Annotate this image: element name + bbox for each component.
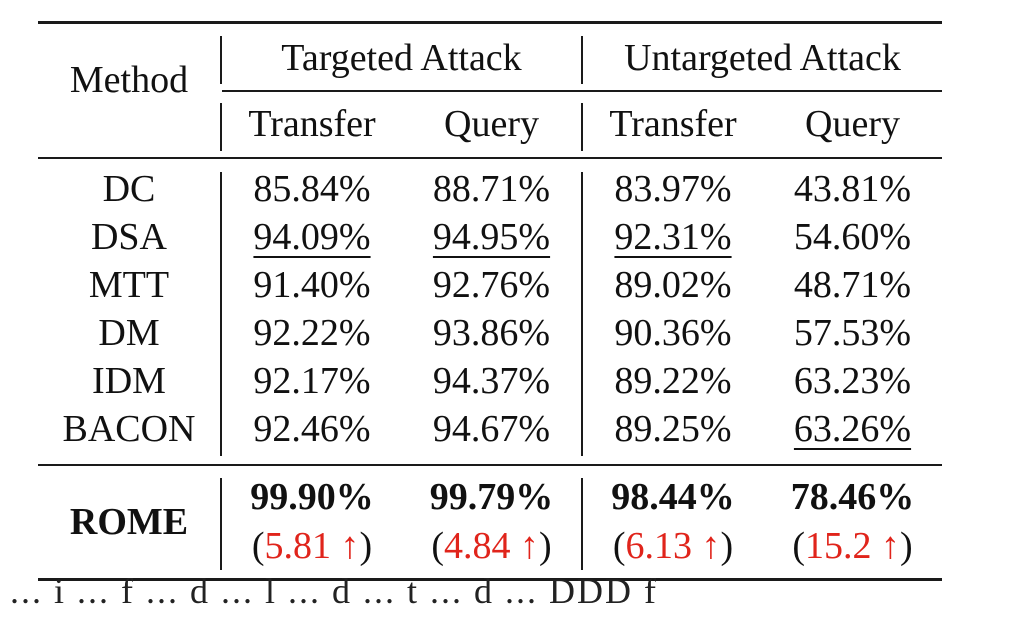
table-cell: 88.71% (402, 165, 581, 213)
improvement: (5.81 ↑) (222, 522, 402, 570)
row-method: DC (38, 165, 220, 213)
table-cell: 83.97% (583, 165, 763, 213)
header-group-targeted: Targeted Attack (222, 34, 581, 82)
improvement-value: 15.2 ↑ (805, 525, 900, 567)
row-method: DM (38, 309, 220, 357)
underlined-value: 92.31% (614, 216, 731, 258)
table-cell: 90.36% (583, 309, 763, 357)
improvement-value: 6.13 ↑ (626, 525, 721, 567)
improvement-value: 5.81 ↑ (265, 525, 360, 567)
underlined-value: 94.09% (253, 216, 370, 258)
ours-value: 99.79% (402, 473, 581, 521)
underlined-value: 63.26% (794, 408, 911, 450)
table-cell: 89.22% (583, 357, 763, 405)
row-method: IDM (38, 357, 220, 405)
table-cell: 93.86% (402, 309, 581, 357)
row-method: BACON (38, 405, 220, 453)
table-cell: 43.81% (763, 165, 942, 213)
table-cell: 89.02% (583, 261, 763, 309)
table-cell: 63.26% (763, 405, 942, 453)
improvement: (15.2 ↑) (763, 522, 942, 570)
table-cell: 54.60% (763, 213, 942, 261)
table-cell: 63.23% (763, 357, 942, 405)
header-method: Method (38, 56, 220, 104)
header-sub-transfer-targeted: Transfer (222, 100, 402, 148)
table-cell: 91.40% (222, 261, 402, 309)
table-cell: 92.76% (402, 261, 581, 309)
table-cell: 48.71% (763, 261, 942, 309)
header-group-untargeted: Untargeted Attack (583, 34, 942, 82)
ours-value: 78.46% (763, 473, 942, 521)
header-sub-transfer-untargeted: Transfer (583, 100, 763, 148)
table-cell: 94.95% (402, 213, 581, 261)
ours-value: 98.44% (583, 473, 763, 521)
table-cell: 94.67% (402, 405, 581, 453)
improvement: (4.84 ↑) (402, 522, 581, 570)
improvement-value: 4.84 ↑ (444, 525, 539, 567)
header-bottom-rule (38, 157, 942, 159)
cropped-caption-text: ... i ... f ... d ... l ... d ... t ... … (0, 578, 1034, 638)
ours-value: 99.90% (222, 473, 402, 521)
group-rule (222, 90, 942, 92)
table-cell: 92.31% (583, 213, 763, 261)
table-cell: 94.09% (222, 213, 402, 261)
table-cell: 92.17% (222, 357, 402, 405)
improvement: (6.13 ↑) (583, 522, 763, 570)
table-cell: 85.84% (222, 165, 402, 213)
row-method: MTT (38, 261, 220, 309)
ours-separator-rule (38, 464, 942, 466)
cropped-text: ... i ... f ... d ... l ... d ... t ... … (10, 578, 658, 612)
row-method: DSA (38, 213, 220, 261)
table-cell: 57.53% (763, 309, 942, 357)
top-rule (38, 21, 942, 24)
underlined-value: 94.95% (433, 216, 550, 258)
table-cell: 92.46% (222, 405, 402, 453)
ours-method: ROME (38, 498, 220, 546)
header-sub-query-untargeted: Query (763, 100, 942, 148)
header-sub-query-targeted: Query (402, 100, 581, 148)
table-cell: 92.22% (222, 309, 402, 357)
table-cell: 89.25% (583, 405, 763, 453)
table-cell: 94.37% (402, 357, 581, 405)
